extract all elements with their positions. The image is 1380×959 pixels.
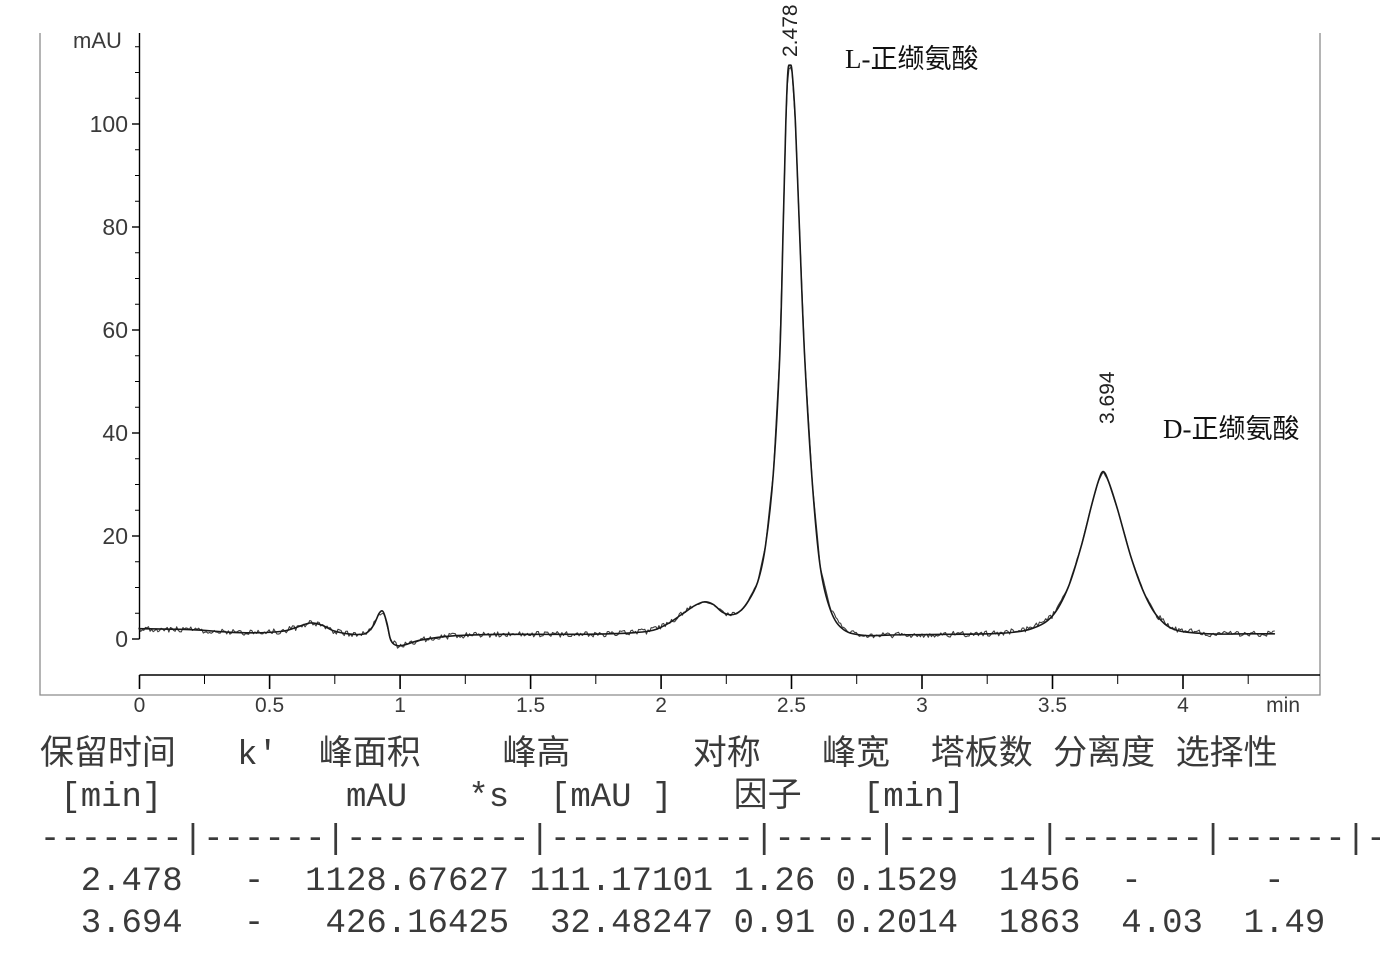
svg-text:min: min bbox=[1266, 694, 1300, 717]
svg-text:mAU: mAU bbox=[73, 28, 122, 53]
svg-text:60: 60 bbox=[102, 317, 128, 343]
svg-text:0: 0 bbox=[134, 694, 146, 717]
svg-text:2.478: 2.478 bbox=[779, 4, 802, 57]
svg-text:0: 0 bbox=[115, 626, 128, 652]
svg-text:D-正缬氨酸: D-正缬氨酸 bbox=[1163, 414, 1300, 444]
svg-text:3: 3 bbox=[916, 694, 928, 717]
svg-text:3.694: 3.694 bbox=[1096, 371, 1119, 424]
svg-text:1: 1 bbox=[394, 694, 406, 717]
svg-text:4: 4 bbox=[1177, 694, 1189, 717]
svg-text:100: 100 bbox=[90, 111, 128, 137]
svg-text:1.5: 1.5 bbox=[516, 694, 545, 717]
svg-text:2.5: 2.5 bbox=[777, 694, 806, 717]
svg-text:20: 20 bbox=[102, 523, 128, 549]
svg-text:2: 2 bbox=[655, 694, 667, 717]
svg-text:40: 40 bbox=[102, 420, 128, 446]
svg-text:3.5: 3.5 bbox=[1038, 694, 1067, 717]
svg-text:L-正缬氨酸: L-正缬氨酸 bbox=[845, 44, 978, 74]
svg-text:80: 80 bbox=[102, 214, 128, 240]
svg-text:0.5: 0.5 bbox=[255, 694, 284, 717]
